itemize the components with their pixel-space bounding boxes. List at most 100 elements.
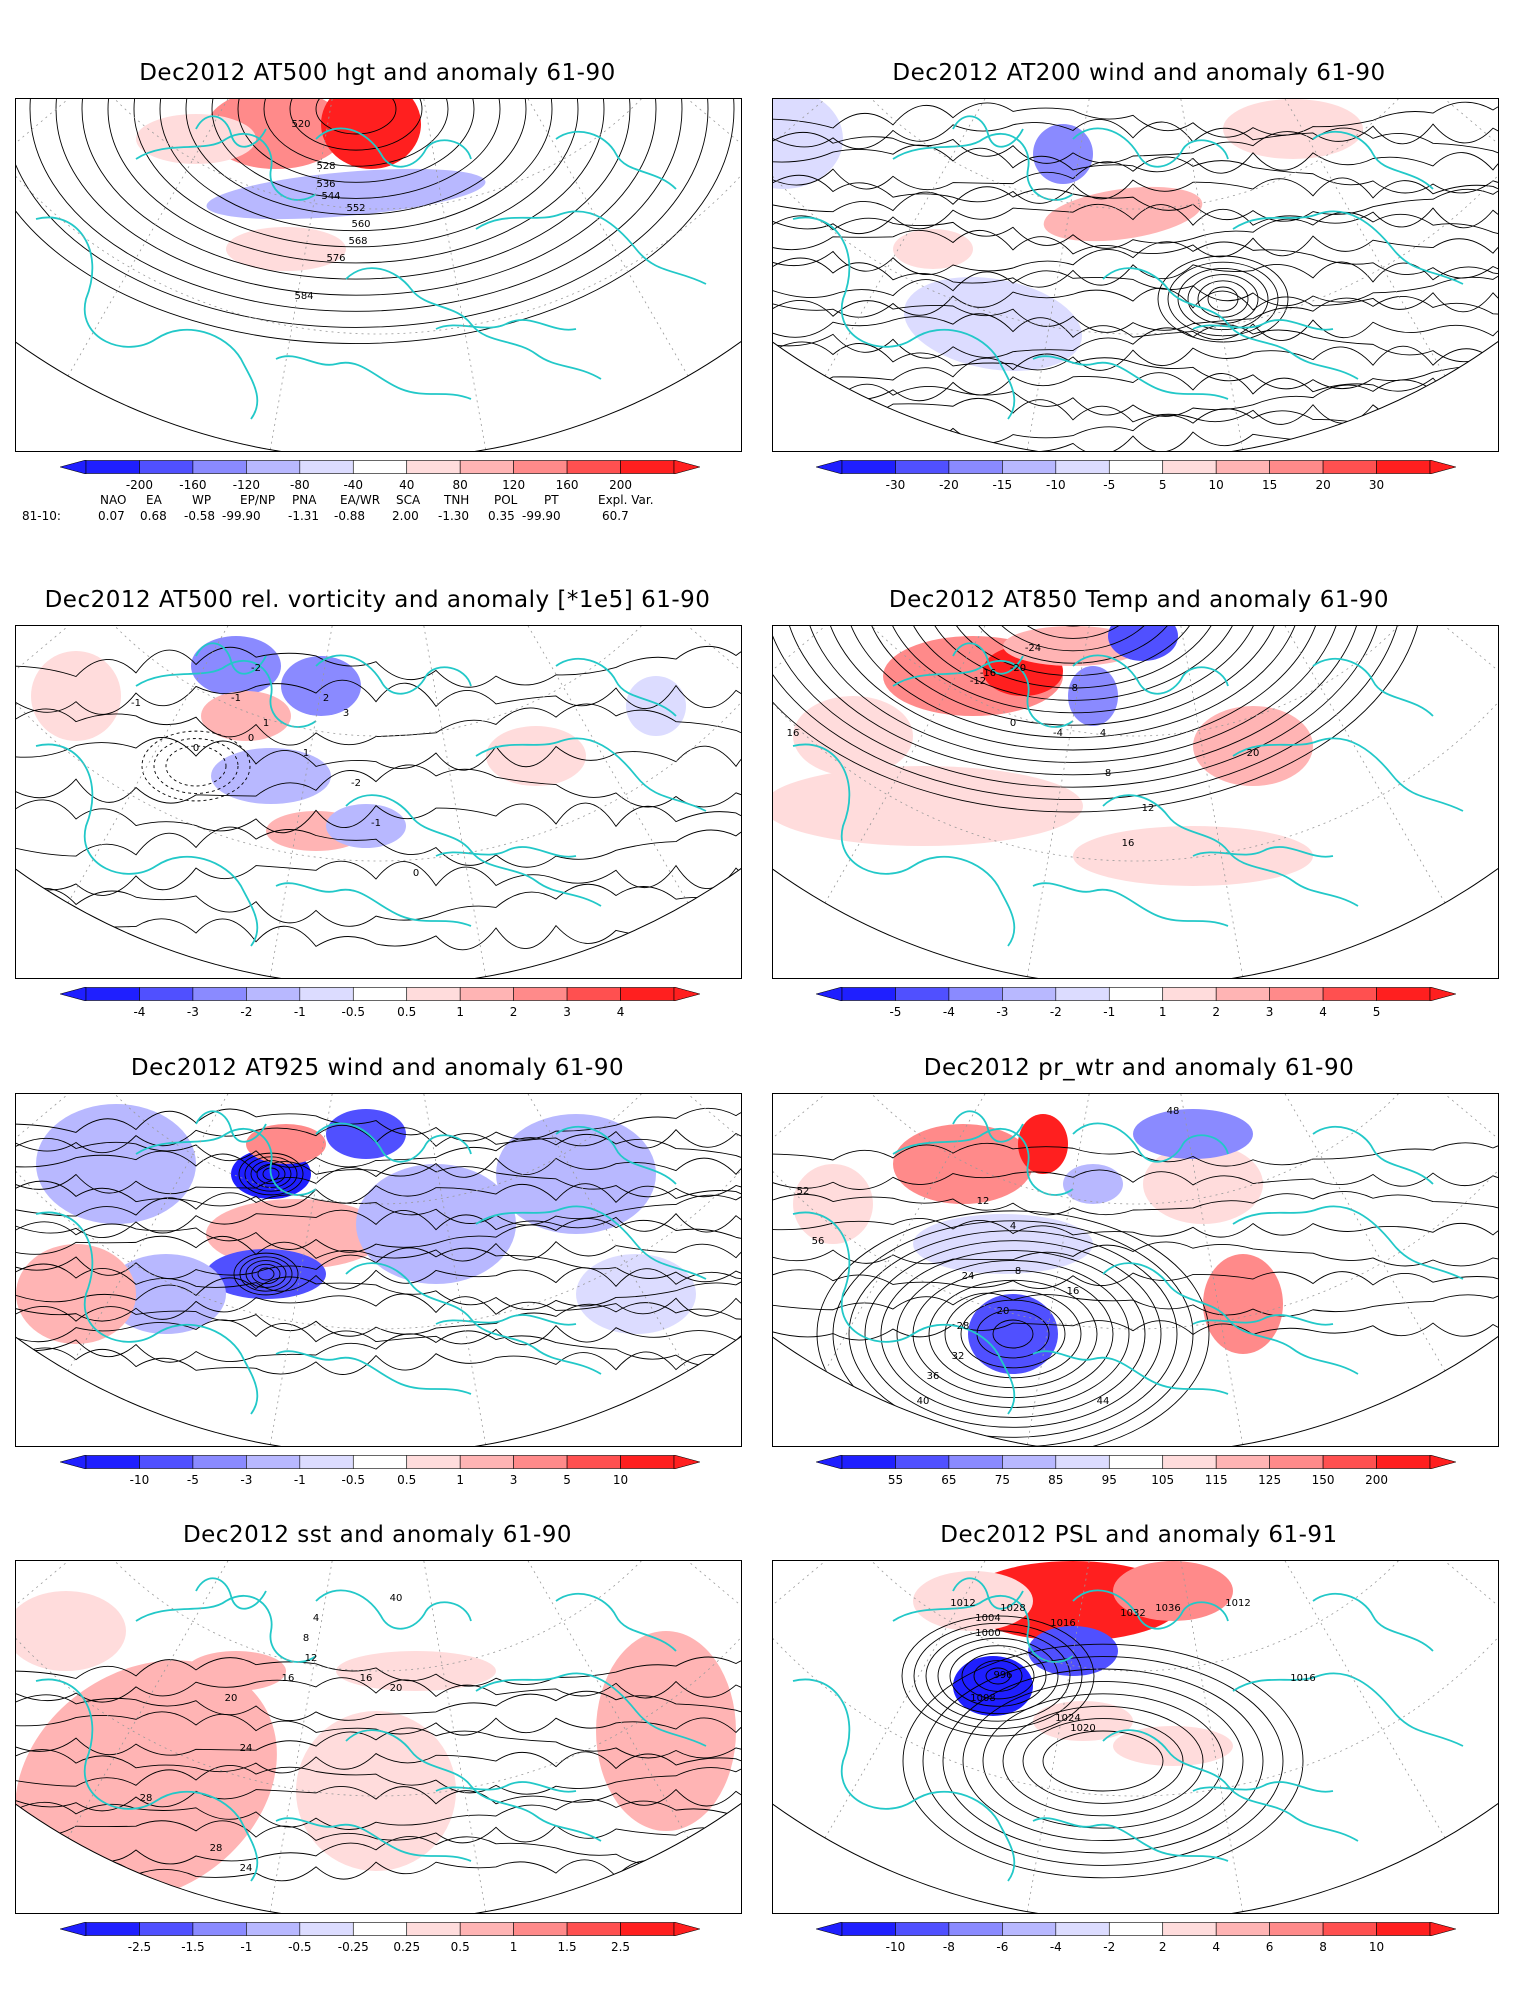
- coastline: [345, 794, 602, 907]
- anomaly-shading: [1143, 1144, 1263, 1224]
- contour-line: [16, 860, 741, 896]
- colorbar-tick-label: 1: [509, 1940, 518, 1954]
- coastline: [1312, 657, 1434, 717]
- colorbar-arrow-right: [673, 1455, 700, 1469]
- colorbar-ticks: -10 -8 -6 -4 -2 2 4 6 8 10: [816, 1940, 1456, 1956]
- colorbar-arrow-left: [816, 987, 843, 1001]
- anomaly-shading: [16, 1591, 126, 1671]
- contour-line: [245, 1260, 287, 1288]
- contour-label: 40: [390, 1593, 403, 1604]
- coastline: [195, 1110, 267, 1143]
- colorbar-swatch: [1002, 460, 1057, 474]
- panel-title: Dec2012 sst and anomaly 61-90: [182, 1522, 573, 1548]
- colorbar-swatch: [620, 460, 675, 474]
- colorbar-arrow-left: [816, 1922, 843, 1936]
- anomaly-shading: [1108, 626, 1178, 661]
- panel-title: Dec2012 AT925 wind and anomaly 61-90: [130, 1055, 625, 1081]
- contour-line: [211, 99, 501, 199]
- colorbar-tick-label: -30: [885, 478, 906, 492]
- colorbar-tick-label: 1: [456, 1005, 464, 1019]
- colorbar-swatch: [352, 1922, 408, 1936]
- colorbar-swatch: [1162, 1455, 1217, 1469]
- colorbar-ramp: [60, 987, 700, 1001]
- colorbar-swatch: [1215, 460, 1270, 474]
- contour-label: 16: [360, 1673, 373, 1684]
- contour-line: [16, 703, 741, 746]
- colorbar-swatch: [299, 1455, 354, 1469]
- contour-line: [942, 1668, 1264, 1854]
- coastline: [275, 355, 472, 400]
- contour-label: 24: [962, 1271, 975, 1282]
- contour-line: [937, 1637, 1059, 1715]
- colorbar-tick-label: 5: [563, 1473, 571, 1487]
- coastline: [1072, 1122, 1229, 1163]
- colorbar-arrow-right: [673, 1922, 700, 1936]
- contour-line: [942, 626, 1204, 677]
- longitude-line: [27, 1094, 379, 1441]
- colorbar-swatch: [620, 987, 675, 1001]
- anomaly-shading: [206, 168, 486, 220]
- teleconnection-value: -0.58: [184, 509, 216, 523]
- contour-line: [773, 203, 1498, 235]
- contour-label: 1004: [975, 1613, 1000, 1624]
- contour-line: [16, 1727, 741, 1759]
- contour-label: 1000: [975, 1628, 1000, 1639]
- contour-line: [773, 1141, 1498, 1167]
- longitude-line: [1134, 99, 1257, 451]
- panel-psl: Dec2012 PSL and anomaly 61-91 996 1000 100…: [758, 1522, 1520, 1962]
- colorbar: -5 -4 -3 -2 -1 1 2 3 4 5: [816, 987, 1456, 1019]
- contour-line: [773, 372, 1498, 402]
- teleconnection-value: 0.07: [98, 509, 125, 523]
- colorbar-swatch: [85, 1922, 140, 1936]
- coastline: [135, 660, 317, 728]
- colorbar-tick-label: 200: [1365, 1473, 1388, 1487]
- contour-label: -1: [371, 818, 381, 829]
- panel-wind925: Dec2012 AT925 wind and anomaly 61-90 -10…: [0, 1055, 755, 1495]
- contour-line: [773, 408, 1498, 447]
- contour-label: 1032: [1120, 1608, 1145, 1619]
- teleconnection-header: EP/NP: [240, 493, 276, 507]
- colorbar-tick-label: -5: [889, 1005, 902, 1019]
- colorbar-tick-label: 0.25: [393, 1940, 421, 1954]
- contour-label: 0: [1010, 718, 1016, 729]
- contour-line: [233, 1252, 299, 1296]
- contour-line: [1022, 1718, 1184, 1804]
- colorbar-swatch: [299, 1922, 354, 1936]
- contour-line: [16, 764, 741, 808]
- colorbar-swatch: [459, 1455, 514, 1469]
- contour-line: [982, 1693, 1224, 1829]
- contour-line: [16, 1106, 741, 1142]
- colorbar-tick-label: 10: [1368, 1940, 1385, 1954]
- coastline: [792, 743, 1016, 947]
- contour-line: [153, 738, 239, 794]
- coastline: [345, 1262, 602, 1375]
- colorbar-ramp: [60, 460, 700, 474]
- colorbar-swatch: [299, 460, 354, 474]
- colorbar-swatch: [246, 460, 301, 474]
- coastline: [952, 642, 1024, 675]
- contour-label: -8: [1068, 683, 1078, 694]
- colorbar-swatch: [1376, 460, 1431, 474]
- colorbar-swatch: [459, 460, 514, 474]
- coastline: [35, 1678, 259, 1882]
- anomaly-shading: [226, 227, 346, 271]
- colorbar-tick-label: -4: [1049, 1940, 1062, 1954]
- colorbar-tick-label: 4: [616, 1005, 625, 1019]
- contour-label: 1016: [1050, 1618, 1075, 1629]
- coastline: [345, 267, 602, 380]
- contour-line: [864, 1240, 1162, 1428]
- colorbar-arrow-right: [673, 987, 700, 1001]
- colorbar-tick-label: -0.5: [341, 1005, 365, 1019]
- colorbar-ticks: -4 -3 -2 -1 -0.5 0.5 1 2 3 4: [60, 1005, 700, 1021]
- coastline: [1232, 737, 1464, 812]
- colorbar-tick-label: -8: [942, 1940, 955, 1954]
- contour-line: [880, 1250, 1146, 1418]
- colorbar-tick-label: 30: [1368, 478, 1385, 492]
- anomaly-shading: [296, 1711, 456, 1871]
- contour-label: 1: [263, 718, 269, 729]
- coastline: [952, 1577, 1024, 1610]
- colorbar-tick-label: 200: [609, 478, 632, 492]
- longitude-line: [256, 99, 379, 451]
- contour-line: [16, 1762, 741, 1795]
- colorbar-swatch: [352, 460, 408, 474]
